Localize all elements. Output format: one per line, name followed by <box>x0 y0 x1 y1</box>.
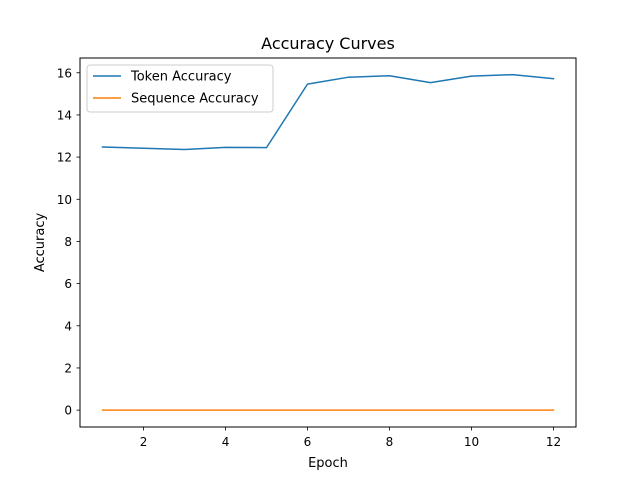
legend: Token Accuracy Sequence Accuracy <box>87 65 273 112</box>
y-tick-label-6: 12 <box>57 151 72 165</box>
y-axis-label: Accuracy <box>33 213 48 273</box>
x-tick-label-0: 2 <box>140 435 148 449</box>
y-tick-label-7: 14 <box>57 108 72 122</box>
x-tick-label-5: 12 <box>546 435 561 449</box>
x-tick-label-2: 6 <box>304 435 312 449</box>
legend-label-0: Token Accuracy <box>130 70 232 85</box>
y-tick-label-2: 4 <box>64 319 72 333</box>
x-tick-label-4: 10 <box>464 435 479 449</box>
plot-area-frame <box>80 58 576 427</box>
y-tick-label-5: 10 <box>57 193 72 207</box>
x-axis-ticks: 2 4 6 8 10 12 <box>140 427 561 449</box>
y-tick-label-3: 6 <box>64 277 72 291</box>
y-axis-ticks: 0 2 4 6 8 10 12 14 16 <box>57 66 80 417</box>
y-tick-label-0: 0 <box>64 404 72 418</box>
x-axis-label: Epoch <box>308 456 348 471</box>
y-tick-label-4: 8 <box>64 235 72 249</box>
legend-label-1: Sequence Accuracy <box>131 92 259 107</box>
series-layer <box>103 75 554 410</box>
x-tick-label-1: 4 <box>222 435 230 449</box>
y-tick-label-8: 16 <box>57 66 72 80</box>
y-tick-label-1: 2 <box>64 361 72 375</box>
chart-title: Accuracy Curves <box>261 34 395 53</box>
x-tick-label-3: 8 <box>386 435 394 449</box>
